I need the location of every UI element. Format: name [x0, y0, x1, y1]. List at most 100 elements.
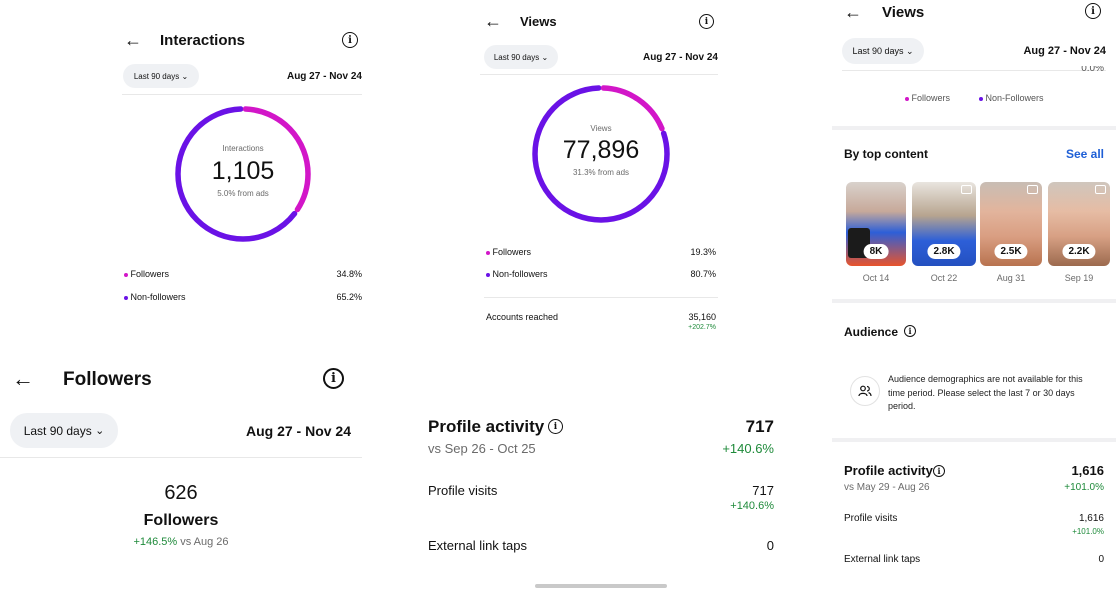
date-range-label: Last 90 days	[852, 46, 904, 56]
chevron-down-icon: ⌄	[541, 52, 549, 62]
reel-icon	[1095, 185, 1106, 194]
people-icon-glyph	[858, 385, 872, 397]
audience-message: Audience demographics are not available …	[888, 374, 1083, 411]
top-content-title: By top content	[844, 147, 928, 161]
followers-title: Followers	[63, 369, 152, 390]
profile-visits-label: Profile visits	[428, 483, 498, 498]
profile-activity-compare: vs May 29 - Aug 26	[844, 482, 930, 493]
external-link-taps-label: External link taps	[844, 554, 921, 565]
legend-value: 65.2%	[336, 292, 362, 302]
donut-value: 1,105	[211, 157, 275, 185]
legend-value: 80.7%	[690, 269, 716, 279]
followers-arc	[532, 85, 670, 223]
followers-change: +146.5%	[133, 536, 178, 548]
legend-label: Followers	[911, 93, 951, 103]
accounts-reached-change: +202.7%	[688, 324, 716, 331]
legend-non-followers: Non-Followers	[979, 93, 1044, 103]
top-content-thumbnail[interactable]: 2.5K	[980, 182, 1042, 266]
profile-visits-value: 1,616	[1078, 513, 1104, 524]
legend-label: Followers	[492, 247, 532, 257]
legend-label: Non-followers	[492, 269, 548, 279]
thumbnail-date: Aug 31	[996, 273, 1026, 283]
view-count-badge: 2.5K	[994, 244, 1028, 259]
non-followers-dot	[486, 272, 490, 277]
thumbnail-date: Sep 19	[1064, 273, 1094, 283]
profile-visits-change: +101.0%	[1072, 527, 1104, 536]
section-divider	[832, 438, 1116, 442]
profile-activity-total: 1,616	[1071, 463, 1104, 478]
section-divider	[832, 299, 1116, 303]
followers-arc	[175, 106, 311, 242]
info-icon[interactable]: i	[904, 325, 916, 337]
info-icon[interactable]: i	[323, 368, 344, 389]
profile-visits-change: +140.6%	[730, 500, 774, 512]
legend-followers: Followers	[905, 93, 950, 103]
reel-icon	[1027, 185, 1038, 194]
back-arrow-icon[interactable]: ←	[484, 11, 502, 31]
donut-label: Views	[590, 124, 612, 133]
info-icon[interactable]: i	[699, 14, 714, 29]
date-range-dropdown[interactable]: Last 90 days ⌄	[123, 64, 199, 88]
profile-visits-label: Profile visits	[844, 513, 898, 524]
info-icon[interactable]: i	[1085, 3, 1101, 19]
section-divider	[832, 126, 1116, 130]
chevron-down-icon: ⌄	[181, 71, 189, 81]
view-count-badge: 8K	[863, 244, 889, 259]
profile-activity-compare: vs Sep 26 - Oct 25	[428, 441, 536, 456]
legend-row-followers: Followers 19.3%	[486, 247, 716, 257]
profile-activity-change: +101.0%	[1064, 482, 1104, 493]
see-all-link[interactable]: See all	[1065, 147, 1104, 161]
date-range-dropdown[interactable]: Last 90 days ⌄	[10, 413, 118, 448]
date-range-label: Last 90 days	[493, 52, 540, 62]
top-content-thumbnail[interactable]: 2.8K	[912, 182, 976, 266]
back-arrow-icon[interactable]: ←	[124, 30, 142, 50]
donut-label: Interactions	[222, 144, 264, 153]
top-content-thumbnail[interactable]: 8K	[846, 182, 906, 266]
legend-row-followers: Followers 34.8%	[124, 269, 362, 279]
legend-row-non-followers: Non-followers 65.2%	[124, 292, 362, 302]
date-range-text: Aug 27 - Nov 24	[642, 52, 718, 63]
back-arrow-icon[interactable]: ←	[12, 366, 34, 391]
non-followers-dot	[979, 96, 983, 101]
view-count-badge: 2.2K	[1062, 244, 1096, 259]
profile-activity-title: Profile activity	[844, 463, 933, 478]
date-range-text: Aug 27 - Nov 24	[1023, 45, 1106, 57]
views-donut-chart	[532, 85, 670, 223]
profile-activity-title: Profile activity	[428, 417, 545, 436]
external-link-taps-value: 0	[766, 538, 774, 553]
views-detail-title: Views	[882, 4, 925, 21]
interactions-donut-chart	[175, 106, 311, 242]
chevron-down-icon: ⌄	[906, 45, 914, 56]
donut-sub: 31.3% from ads	[572, 168, 630, 177]
date-range-label: Last 90 days	[23, 423, 92, 438]
top-content-thumbnail[interactable]: 2.2K	[1048, 182, 1110, 266]
info-icon[interactable]: i	[933, 465, 945, 477]
people-icon	[850, 376, 880, 406]
accounts-reached-label: Accounts reached	[486, 312, 559, 322]
date-range-dropdown[interactable]: Last 90 days ⌄	[842, 38, 924, 64]
back-arrow-icon[interactable]: ←	[844, 2, 862, 22]
date-range-text: Aug 27 - Nov 24	[286, 71, 362, 82]
legend-label: Non-followers	[130, 292, 186, 302]
info-icon[interactable]: i	[342, 32, 358, 48]
info-icon[interactable]: i	[548, 419, 563, 434]
home-indicator[interactable]	[535, 584, 667, 588]
views-title: Views	[520, 14, 557, 29]
accounts-reached-value: 35,160	[688, 312, 716, 322]
audience-title: Audience	[844, 325, 899, 339]
legend-row-non-followers: Non-followers 80.7%	[486, 269, 716, 279]
followers-count-label: Followers	[143, 512, 219, 529]
external-link-taps-label: External link taps	[428, 538, 527, 553]
legend-value: 19.3%	[690, 247, 716, 257]
divider	[0, 457, 362, 458]
cut-off-value: 0.0%	[1081, 66, 1104, 74]
interactions-title: Interactions	[160, 32, 246, 49]
followers-change-row: +146.5% vs Aug 26	[0, 536, 362, 548]
donut-sub: 5.0% from ads	[217, 189, 269, 198]
non-followers-dot	[124, 295, 128, 300]
legend-value: 34.8%	[336, 269, 362, 279]
thumbnail-date: Oct 22	[930, 273, 958, 283]
date-range-dropdown[interactable]: Last 90 days ⌄	[484, 45, 558, 69]
legend-label: Followers	[130, 269, 170, 279]
divider	[480, 74, 718, 75]
